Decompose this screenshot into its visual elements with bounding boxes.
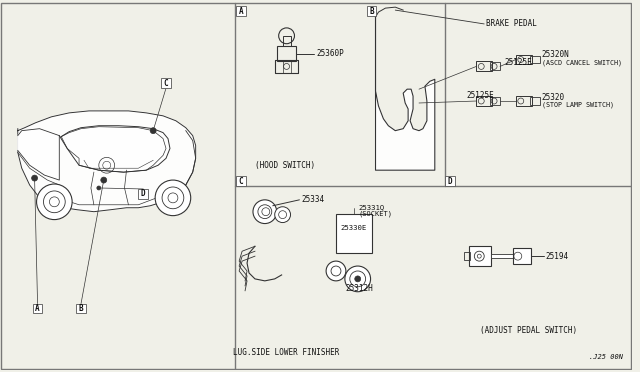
Text: C: C — [164, 79, 168, 88]
Bar — [490, 62, 500, 70]
Bar — [516, 96, 532, 106]
Text: 25330E: 25330E — [340, 225, 367, 231]
Text: 25331Q: 25331Q — [358, 204, 385, 210]
Text: B: B — [79, 304, 83, 313]
Text: C: C — [239, 177, 243, 186]
Bar — [236, 6, 246, 16]
Bar — [516, 55, 532, 64]
Circle shape — [275, 207, 291, 222]
Polygon shape — [60, 126, 170, 172]
Text: .J25 00N: .J25 00N — [589, 354, 623, 360]
Bar — [465, 252, 470, 260]
Circle shape — [326, 261, 346, 281]
Text: 25320N: 25320N — [541, 50, 569, 59]
Circle shape — [355, 276, 361, 282]
Text: A: A — [35, 304, 40, 313]
Text: 25334: 25334 — [301, 195, 324, 204]
Bar — [490, 97, 500, 105]
Bar — [530, 97, 540, 105]
Text: A: A — [239, 7, 243, 16]
Bar — [275, 60, 283, 73]
Bar — [76, 304, 86, 314]
Bar — [476, 61, 492, 71]
Circle shape — [150, 128, 156, 134]
Circle shape — [345, 266, 371, 292]
Bar — [138, 189, 148, 199]
Text: LUG.SIDE LOWER FINISHER: LUG.SIDE LOWER FINISHER — [234, 347, 340, 356]
Text: 25320: 25320 — [541, 93, 564, 102]
Text: 25125E: 25125E — [504, 58, 532, 67]
Circle shape — [31, 175, 38, 181]
Bar — [513, 248, 531, 264]
Polygon shape — [376, 17, 435, 170]
Bar — [161, 78, 171, 88]
Bar — [33, 304, 42, 314]
Circle shape — [100, 177, 107, 183]
Text: D: D — [141, 189, 145, 198]
Text: (ASCD CANCEL SWITCH): (ASCD CANCEL SWITCH) — [541, 59, 621, 66]
Bar — [530, 55, 540, 64]
Circle shape — [253, 200, 276, 224]
Polygon shape — [18, 111, 196, 212]
Bar — [491, 254, 513, 258]
Text: (ADJUST PEDAL SWITCH): (ADJUST PEDAL SWITCH) — [480, 326, 577, 335]
Text: (SOCKET): (SOCKET) — [358, 211, 393, 217]
Circle shape — [97, 186, 100, 190]
Bar — [236, 176, 246, 186]
Text: 25125E: 25125E — [467, 91, 494, 100]
Text: D: D — [447, 177, 452, 186]
Polygon shape — [18, 129, 60, 180]
Text: BRAKE PEDAL: BRAKE PEDAL — [486, 19, 537, 28]
Bar — [476, 96, 492, 106]
Circle shape — [155, 180, 191, 216]
Text: (HOOD SWITCH): (HOOD SWITCH) — [255, 161, 315, 170]
Bar — [276, 46, 296, 61]
Text: 25312H: 25312H — [346, 284, 374, 293]
Bar — [275, 60, 298, 73]
Bar — [445, 176, 454, 186]
Circle shape — [36, 184, 72, 219]
Bar — [469, 246, 491, 266]
Bar — [336, 214, 372, 253]
Bar — [367, 6, 376, 16]
Text: 25194: 25194 — [545, 252, 568, 261]
Text: (STOP LAMP SWITCH): (STOP LAMP SWITCH) — [541, 102, 614, 108]
Bar — [283, 36, 291, 46]
Bar — [291, 60, 298, 73]
Text: 25360P: 25360P — [316, 49, 344, 58]
Text: B: B — [369, 7, 374, 16]
